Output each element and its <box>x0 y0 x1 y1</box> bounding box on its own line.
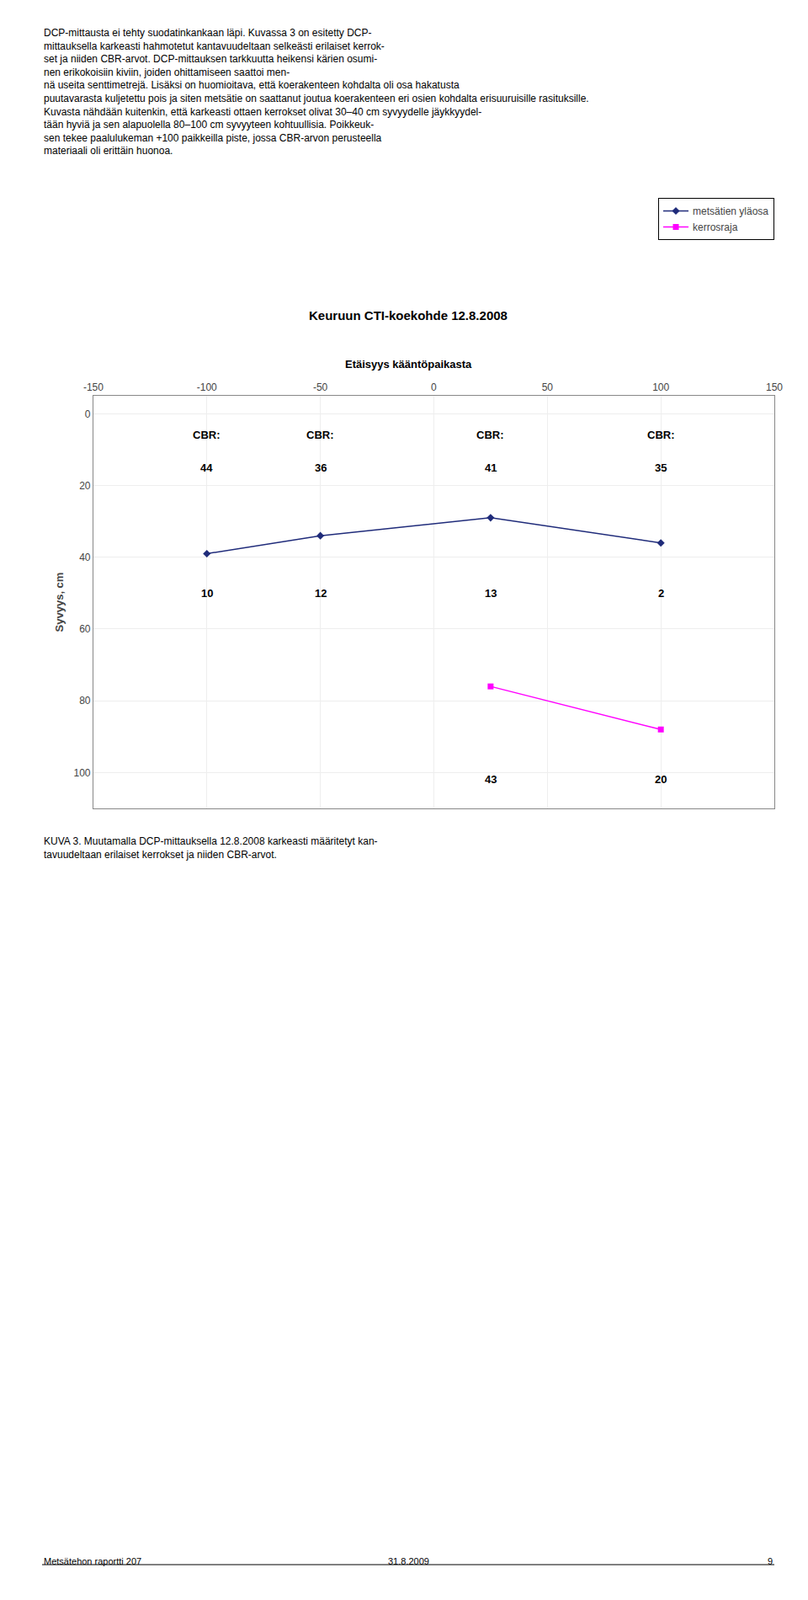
svg-text:CBR:: CBR: <box>306 428 335 442</box>
svg-text:40: 40 <box>79 551 91 564</box>
svg-text:43: 43 <box>484 772 497 786</box>
svg-text:20: 20 <box>654 772 667 786</box>
svg-text:0: 0 <box>85 408 91 420</box>
svg-text:CBR:: CBR: <box>192 428 221 442</box>
svg-text:CBR:: CBR: <box>647 428 676 442</box>
svg-text:100: 100 <box>73 766 91 779</box>
svg-text:kerrosraja: kerrosraja <box>692 221 739 234</box>
svg-text:-150: -150 <box>83 381 104 394</box>
svg-text:60: 60 <box>79 622 91 635</box>
svg-text:150: 150 <box>765 381 783 394</box>
svg-text:36: 36 <box>314 461 327 474</box>
svg-text:2: 2 <box>658 586 665 600</box>
svg-text:10: 10 <box>201 586 213 600</box>
svg-text:Etäisyys kääntöpaikasta: Etäisyys kääntöpaikasta <box>345 357 473 371</box>
svg-text:-100: -100 <box>196 381 218 394</box>
svg-text:100: 100 <box>652 381 670 394</box>
svg-text:35: 35 <box>654 461 667 474</box>
svg-text:9: 9 <box>767 1555 773 1566</box>
svg-text:metsätien yläosa: metsätien yläosa <box>692 205 769 218</box>
svg-text:Keuruun CTI-koekohde 12.8.2008: Keuruun CTI-koekohde 12.8.2008 <box>308 308 508 323</box>
svg-text:20: 20 <box>79 479 91 492</box>
svg-text:44: 44 <box>200 461 213 474</box>
svg-text:13: 13 <box>484 586 497 600</box>
svg-text:CBR:: CBR: <box>476 428 505 442</box>
svg-text:80: 80 <box>79 694 91 707</box>
svg-text:41: 41 <box>484 461 497 474</box>
svg-text:Syvyys, cm: Syvyys, cm <box>53 572 66 633</box>
svg-text:0: 0 <box>430 381 437 394</box>
svg-text:-50: -50 <box>313 381 329 394</box>
svg-text:DCP-mittausta ei tehty suodati: DCP-mittausta ei tehty suodatinkankaan l… <box>43 26 590 157</box>
svg-text:12: 12 <box>314 586 327 600</box>
svg-text:Metsätehon raportti 207: Metsätehon raportti 207 <box>43 1555 142 1566</box>
svg-text:50: 50 <box>542 381 554 394</box>
svg-text:KUVA 3. Muutamalla DCP-mittauk: KUVA 3. Muutamalla DCP-mittauksella 12.8… <box>43 834 378 861</box>
svg-text:31.8.2009: 31.8.2009 <box>388 1555 430 1566</box>
